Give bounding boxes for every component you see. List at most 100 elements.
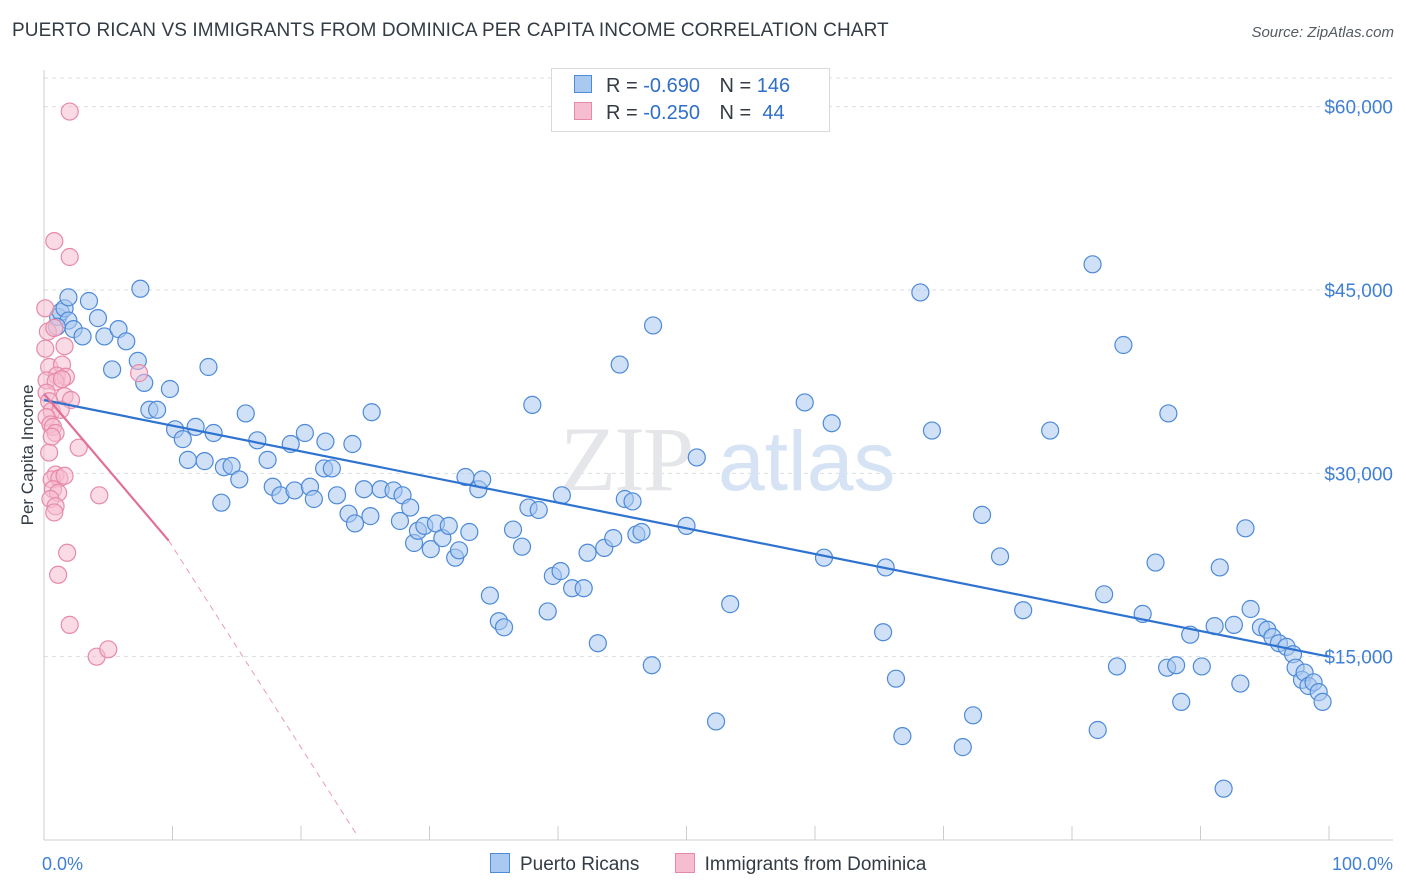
point-puerto-rican bbox=[911, 283, 930, 302]
point-puerto-rican bbox=[1172, 692, 1191, 711]
point-puerto-rican bbox=[1192, 657, 1211, 676]
point-puerto-rican bbox=[1014, 601, 1033, 620]
point-dominica bbox=[90, 486, 109, 505]
point-dominica bbox=[49, 565, 68, 584]
point-puerto-rican bbox=[588, 634, 607, 653]
point-dominica bbox=[69, 438, 88, 457]
data-points bbox=[36, 102, 1332, 798]
point-puerto-rican bbox=[1114, 335, 1133, 355]
y-axis-label: Per Capita Income bbox=[18, 385, 37, 526]
point-puerto-rican bbox=[1231, 674, 1250, 693]
point-puerto-rican bbox=[460, 522, 479, 542]
point-dominica bbox=[40, 443, 59, 462]
legend-swatch-pink bbox=[674, 853, 695, 873]
point-dominica bbox=[60, 247, 79, 267]
legend-item-puerto-ricans: Puerto Ricans bbox=[490, 853, 639, 876]
point-puerto-rican bbox=[295, 423, 314, 443]
point-dominica bbox=[42, 427, 61, 446]
trendlines bbox=[43, 393, 1330, 835]
point-puerto-rican bbox=[147, 400, 167, 419]
point-puerto-rican bbox=[1166, 656, 1186, 675]
point-puerto-rican bbox=[551, 562, 570, 581]
point-dominica bbox=[45, 318, 64, 337]
point-puerto-rican bbox=[1146, 553, 1165, 572]
point-puerto-rican bbox=[990, 547, 1010, 566]
point-puerto-rican bbox=[103, 360, 122, 379]
point-puerto-rican bbox=[199, 357, 218, 377]
point-puerto-rican bbox=[503, 520, 523, 539]
point-puerto-rican bbox=[632, 522, 651, 542]
stats-legend: R = -0.690 N = 146 R = -0.250 N = 44 bbox=[551, 68, 830, 132]
point-puerto-rican bbox=[421, 540, 440, 559]
y-tick-label: $45,000 bbox=[1324, 281, 1393, 302]
point-puerto-rican bbox=[523, 395, 542, 414]
point-puerto-rican bbox=[316, 432, 335, 451]
point-puerto-rican bbox=[222, 456, 241, 476]
point-puerto-rican bbox=[642, 656, 661, 675]
trendline-puerto-ricans bbox=[43, 398, 1330, 658]
legend-label: Puerto Ricans bbox=[520, 854, 640, 875]
legend-row-dominica: R = -0.250 N = 44 bbox=[574, 102, 785, 126]
point-puerto-rican bbox=[494, 618, 514, 637]
legend-n-value: 44 bbox=[756, 102, 785, 124]
point-puerto-rican bbox=[604, 529, 623, 548]
gridlines bbox=[44, 77, 1393, 658]
point-dominica bbox=[58, 543, 77, 562]
point-puerto-rican bbox=[1214, 779, 1233, 798]
legend-swatch-blue bbox=[574, 75, 592, 93]
legend-swatch-pink bbox=[574, 102, 592, 120]
point-puerto-rican bbox=[480, 586, 499, 605]
point-puerto-rican bbox=[131, 279, 150, 298]
point-puerto-rican bbox=[117, 332, 136, 351]
point-puerto-rican bbox=[258, 450, 277, 469]
point-puerto-rican bbox=[623, 492, 642, 511]
point-puerto-rican bbox=[538, 602, 557, 621]
point-puerto-rican bbox=[1224, 615, 1244, 634]
point-dominica bbox=[36, 339, 55, 358]
point-puerto-rican bbox=[795, 393, 814, 412]
point-puerto-rican bbox=[322, 459, 341, 478]
legend-r-value: -0.690 bbox=[643, 75, 700, 97]
watermark: ZIP atlas bbox=[560, 408, 895, 510]
legend-r-label: R = bbox=[606, 75, 638, 97]
trendline-dominica bbox=[43, 393, 170, 542]
legend-swatch-blue bbox=[490, 853, 510, 873]
watermark-atlas: atlas bbox=[718, 414, 895, 508]
point-dominica bbox=[60, 102, 79, 121]
point-dominica bbox=[36, 299, 55, 318]
point-puerto-rican bbox=[1083, 255, 1102, 274]
point-puerto-rican bbox=[195, 452, 214, 471]
point-puerto-rican bbox=[212, 493, 231, 512]
point-puerto-rican bbox=[362, 403, 381, 422]
point-dominica bbox=[60, 615, 79, 634]
source-label: Source: ZipAtlas.com bbox=[1251, 24, 1394, 41]
point-puerto-rican bbox=[186, 417, 205, 436]
point-puerto-rican bbox=[677, 516, 696, 535]
legend-row-puerto-ricans: R = -0.690 N = 146 bbox=[574, 75, 790, 99]
point-puerto-rican bbox=[354, 480, 374, 499]
y-tick-label: $30,000 bbox=[1324, 464, 1393, 485]
point-puerto-rican bbox=[160, 379, 180, 399]
point-puerto-rican bbox=[1095, 585, 1114, 604]
point-dominica bbox=[55, 337, 74, 356]
point-puerto-rican bbox=[79, 291, 99, 311]
point-puerto-rican bbox=[972, 505, 992, 524]
point-puerto-rican bbox=[1088, 720, 1107, 740]
legend-n-label: N = bbox=[719, 102, 752, 124]
point-puerto-rican bbox=[230, 470, 249, 489]
trendline-dominica-extension bbox=[168, 540, 357, 835]
point-puerto-rican bbox=[178, 450, 198, 469]
point-puerto-rican bbox=[1210, 558, 1229, 577]
point-puerto-rican bbox=[343, 434, 362, 454]
legend-r-value: -0.250 bbox=[643, 102, 700, 124]
point-dominica bbox=[55, 466, 74, 485]
point-puerto-rican bbox=[963, 706, 983, 725]
point-puerto-rican bbox=[327, 486, 347, 505]
point-puerto-rican bbox=[574, 579, 593, 598]
point-dominica bbox=[129, 364, 149, 383]
point-puerto-rican bbox=[390, 511, 410, 531]
point-puerto-rican bbox=[643, 316, 663, 335]
point-puerto-rican bbox=[610, 355, 629, 374]
point-puerto-rican bbox=[893, 727, 912, 746]
